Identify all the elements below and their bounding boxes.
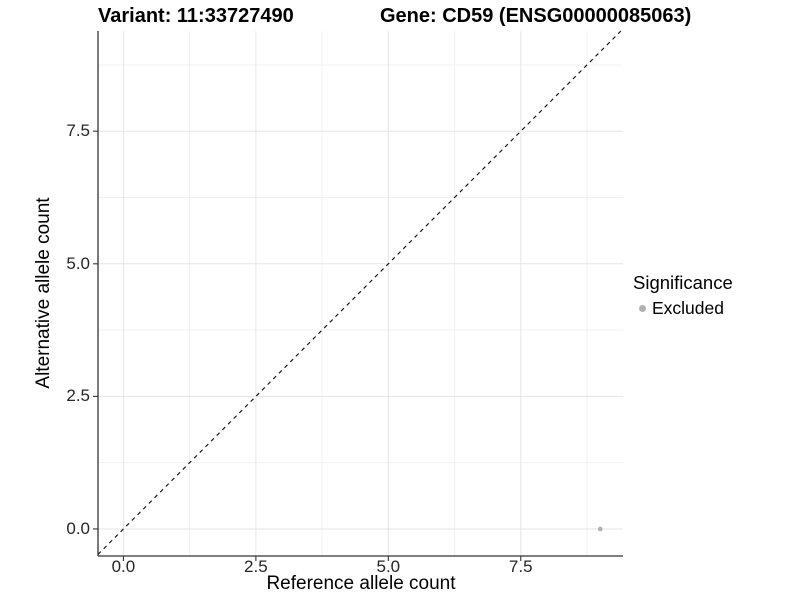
plot-title-variant: Variant: 11:33727490: [98, 5, 294, 27]
legend-entry-label: Excluded: [652, 297, 724, 318]
x-tick-label: 0.0: [111, 557, 136, 576]
identity-dashed-line: [97, 30, 622, 555]
excluded-point-icon: [639, 304, 646, 312]
y-axis-title: Alternative allele count: [33, 197, 54, 389]
plot-panel: [93, 30, 623, 561]
x-axis-title: Reference allele count: [266, 573, 456, 594]
legend-title: Significance: [633, 272, 733, 293]
x-tick-label: 2.5: [244, 557, 268, 576]
y-tick-label: 5.0: [66, 253, 90, 273]
x-tick-label: 5.0: [376, 557, 401, 576]
plot-title-gene: Gene: CD59 (ENSG00000085063): [380, 5, 692, 27]
data-point: [597, 526, 603, 532]
legend-entry-excluded: Excluded: [633, 297, 733, 318]
y-tick-label: 2.5: [66, 386, 90, 406]
plot-canvas: [93, 30, 623, 561]
x-tick-label: 7.5: [508, 557, 533, 576]
legend: Significance Excluded: [633, 272, 733, 318]
y-tick-label: 0.0: [66, 518, 90, 538]
y-tick-label: 7.5: [66, 121, 90, 141]
